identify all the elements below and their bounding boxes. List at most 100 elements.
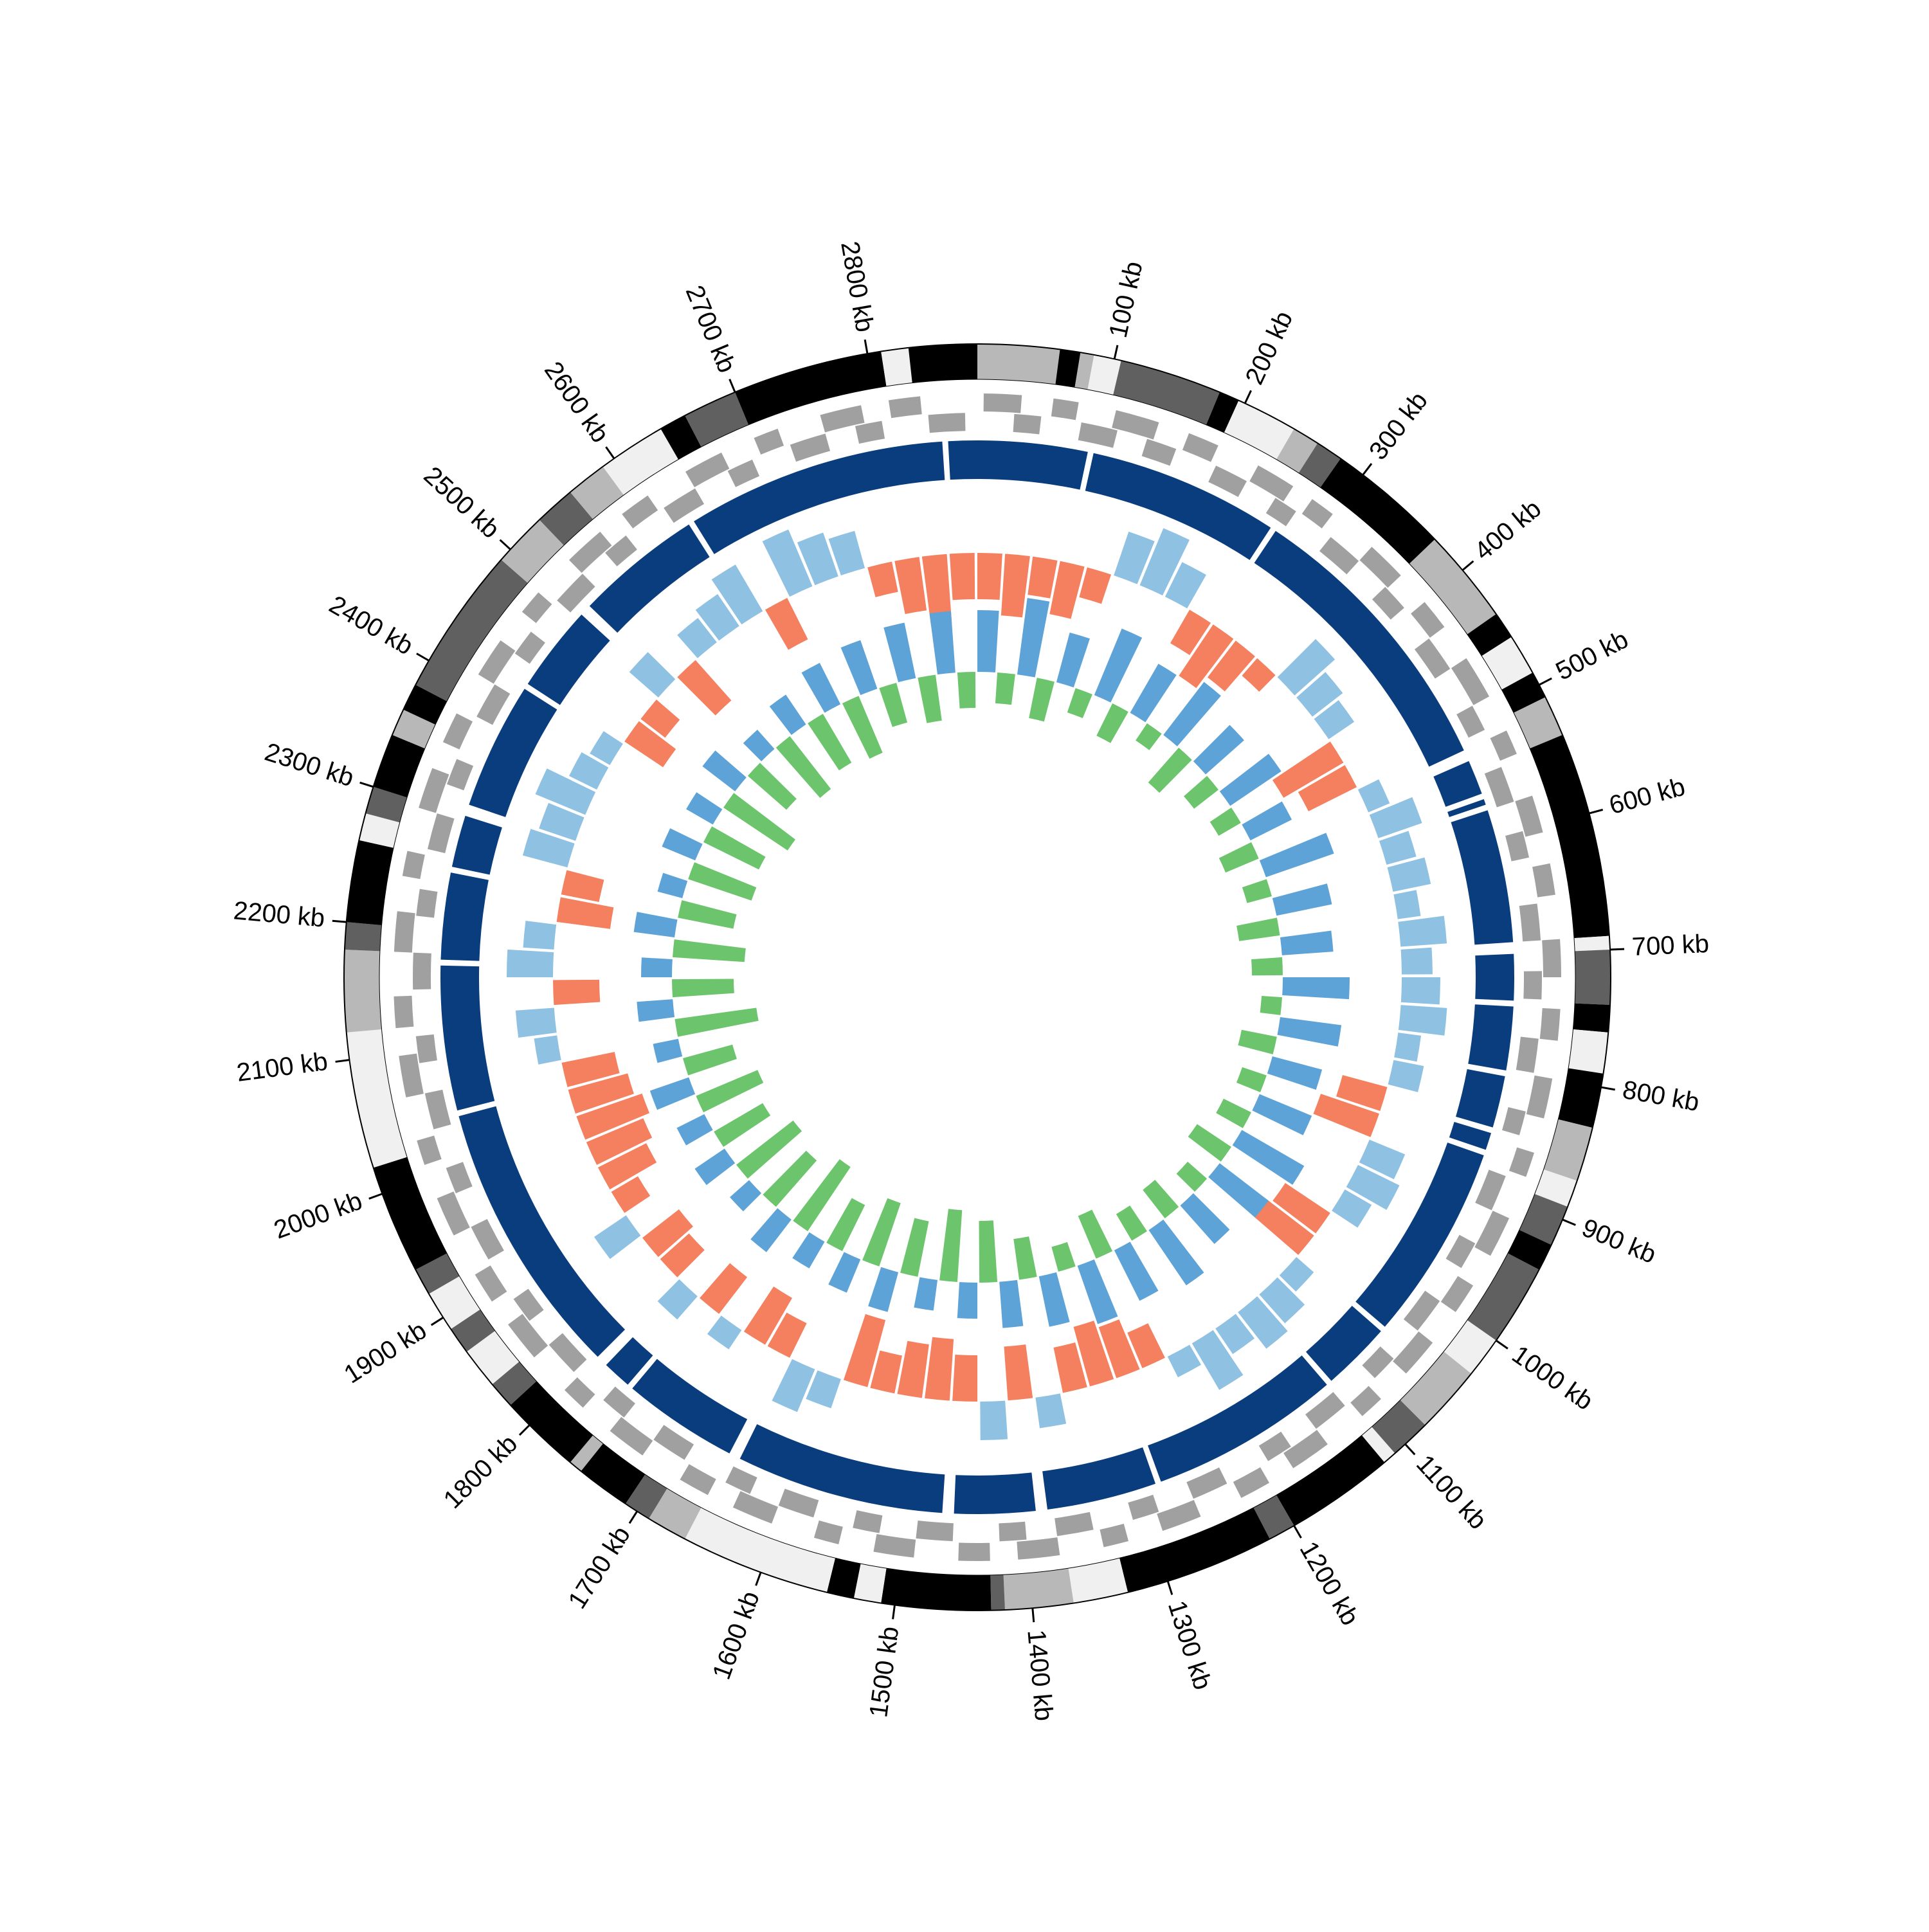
gc-bar: [1184, 775, 1218, 809]
tick-label: 100 kb: [1104, 259, 1148, 341]
ideogram-band: [1298, 443, 1341, 488]
ideogram-band: [1507, 1230, 1552, 1270]
gene: [399, 1053, 424, 1097]
gene: [1359, 546, 1401, 588]
gene: [1484, 766, 1514, 808]
gc-bar: [957, 1282, 977, 1319]
ideogram-band: [853, 1564, 887, 1603]
gc-bar: [879, 682, 908, 727]
gene: [1017, 1537, 1060, 1560]
gene: [610, 1416, 653, 1456]
ideogram-band: [346, 1029, 408, 1168]
tick-label: 1000 kb: [1507, 1340, 1598, 1416]
gene: [1523, 971, 1542, 1000]
tick-mark: [335, 1059, 350, 1063]
gene: [1128, 1494, 1159, 1520]
gene: [1157, 1500, 1201, 1531]
gc-bar: [535, 768, 596, 815]
ideogram-band: [977, 344, 1060, 384]
tick-mark: [430, 1316, 444, 1326]
ideogram-band: [1519, 1194, 1568, 1245]
tick-label: 1900 kb: [339, 1316, 431, 1389]
gc-bar: [723, 793, 795, 851]
gc-bar: [662, 828, 703, 861]
gc-bar: [762, 529, 813, 597]
gene: [416, 889, 438, 918]
gc-bar: [515, 1007, 557, 1038]
gene: [1508, 1147, 1534, 1177]
ideogram-band: [602, 428, 678, 496]
tick-mark: [1113, 345, 1119, 359]
gc-bar: [695, 593, 739, 641]
gc-bar: [593, 1215, 641, 1259]
gc-bar: [894, 557, 927, 615]
gene: [888, 396, 922, 419]
tick-mark: [518, 1424, 530, 1436]
gc-bar: [1079, 567, 1112, 604]
ideogram-band: [660, 415, 702, 460]
ideogram-band: [1568, 1029, 1609, 1074]
tick-label: 2700 kb: [680, 282, 741, 377]
gc-bar: [826, 1198, 865, 1252]
gc-bar: [539, 802, 584, 841]
gc-bar: [1136, 723, 1162, 750]
block: [589, 524, 710, 633]
gc-bar: [750, 1208, 792, 1252]
block: [1355, 1142, 1484, 1327]
gene: [1258, 1431, 1291, 1461]
gc-bar: [862, 1198, 901, 1267]
gc-bar: [1193, 725, 1244, 775]
gene: [557, 573, 595, 613]
gc-bar: [801, 663, 841, 713]
gc-bar: [660, 1233, 705, 1277]
gene: [664, 488, 704, 523]
tick-label: 2500 kb: [419, 461, 505, 544]
tick-label: 200 kb: [1240, 307, 1299, 388]
gc-bar: [682, 1044, 737, 1076]
gc-bar: [900, 1218, 929, 1277]
tick-mark: [332, 919, 347, 923]
gene: [1100, 1524, 1129, 1548]
block: [948, 440, 977, 480]
block: [527, 614, 610, 705]
gc-bar: [568, 1073, 634, 1114]
gc-bar: [640, 700, 680, 738]
gc-bar: [1163, 682, 1221, 746]
tick-mark: [1589, 808, 1604, 815]
ideogram-band: [346, 840, 394, 925]
gene: [478, 640, 516, 684]
gene: [1526, 1075, 1553, 1119]
ideogram-band: [1224, 400, 1294, 460]
tick-mark: [729, 379, 736, 393]
gc-bar: [642, 1209, 693, 1258]
gc-bar: [1035, 1393, 1067, 1429]
tick-label: 1600 kb: [707, 1587, 765, 1683]
gene: [1539, 1007, 1561, 1041]
gc-bar: [1369, 797, 1422, 838]
gene: [548, 1333, 587, 1373]
tick-label: 400 kb: [1469, 494, 1546, 566]
ideogram-band: [510, 1381, 593, 1463]
ideogram-band: [1400, 1351, 1472, 1425]
gene: [446, 1162, 473, 1193]
block: [1254, 530, 1464, 767]
gene: [1403, 1290, 1440, 1331]
tick-mark: [864, 339, 869, 354]
gene: [958, 1542, 990, 1561]
tick-label: 1500 kb: [864, 1625, 904, 1719]
gc-bar: [673, 939, 746, 962]
tick-mark: [368, 1193, 383, 1200]
gc-bar: [1176, 1161, 1208, 1192]
gc-bar: [949, 553, 975, 600]
gene: [476, 684, 511, 725]
gc-bar: [897, 1341, 929, 1398]
ideogram-band: [359, 813, 400, 848]
block: [451, 815, 502, 875]
ideogram-band: [539, 492, 593, 546]
gc-bar: [1056, 632, 1090, 688]
gc-bar: [611, 1176, 651, 1213]
tick-label: 800 kb: [1620, 1076, 1701, 1117]
gene: [653, 1425, 694, 1460]
tick-mark: [892, 1605, 896, 1620]
gc-bar: [694, 1148, 736, 1186]
